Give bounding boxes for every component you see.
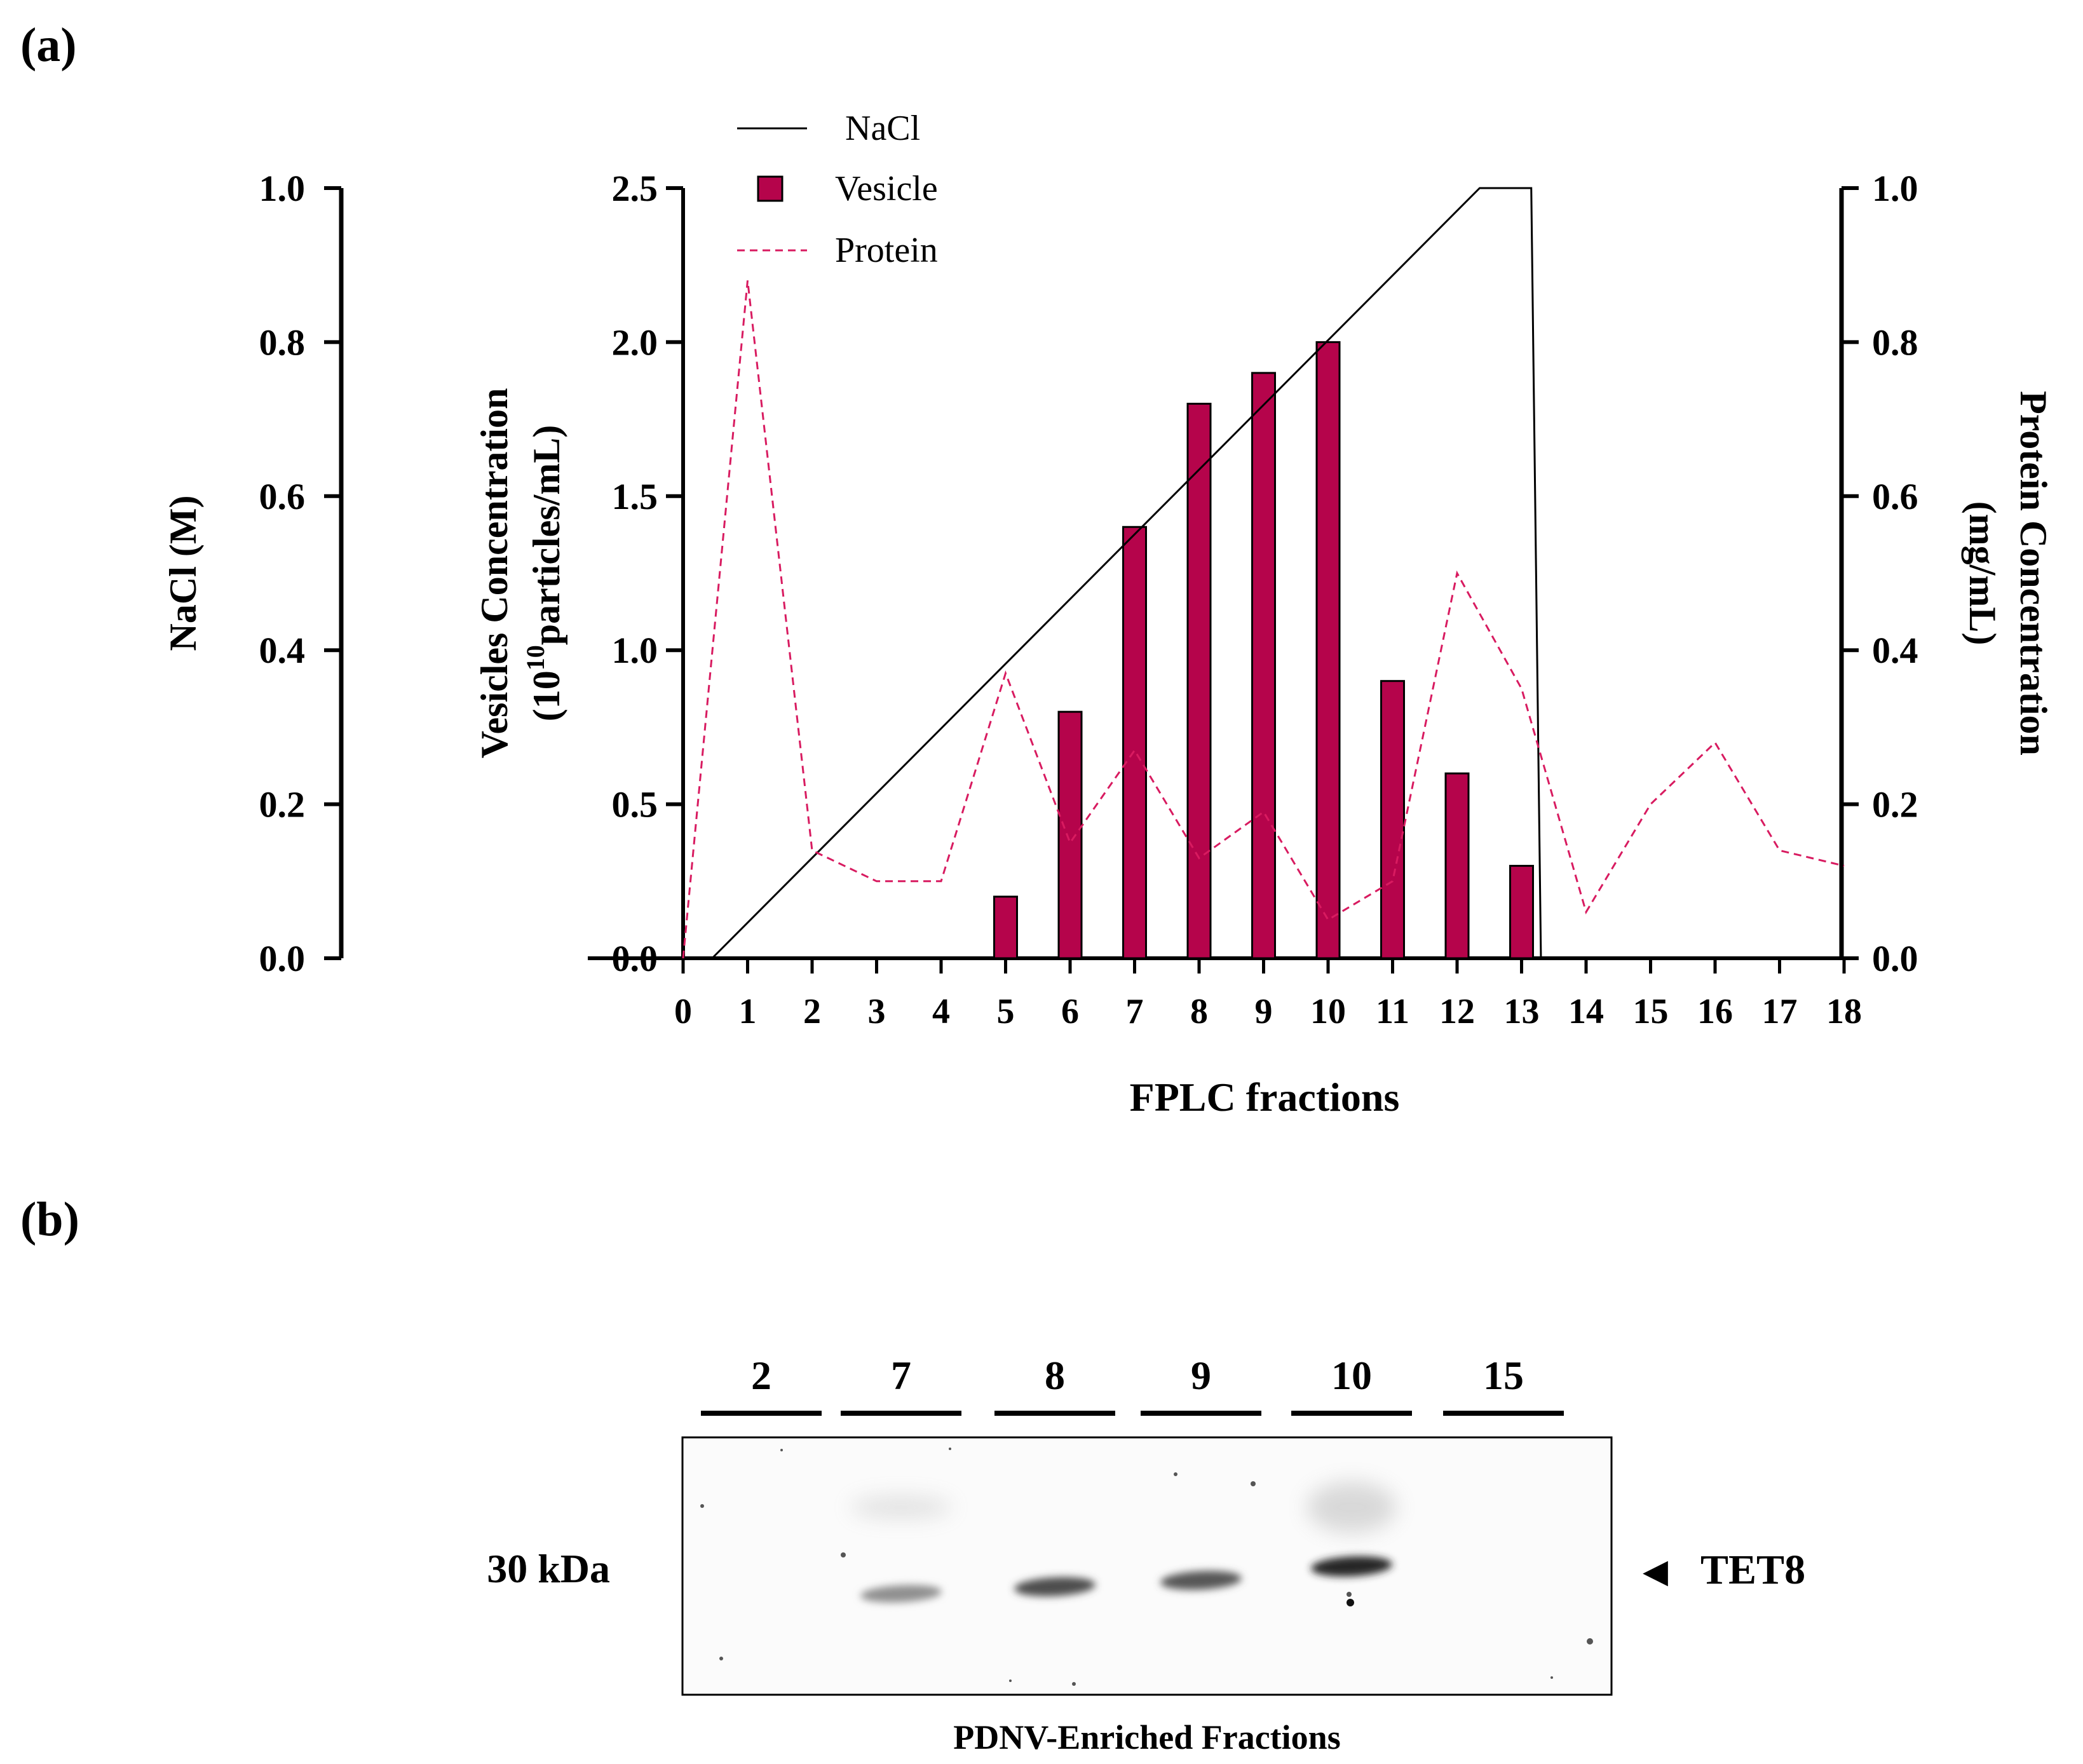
middle-axis: 0.00.51.01.52.02.5 (612, 168, 685, 979)
vesicle-bar (1122, 526, 1147, 960)
blot-lane-label: 2 (751, 1353, 771, 1398)
legend-vesicle-swatch (757, 175, 784, 202)
protein-line-layer (682, 280, 1845, 959)
left-axis-tick-label: 0.4 (259, 630, 306, 671)
left-axis-tick-label: 0.0 (259, 938, 306, 979)
blot-band (1014, 1577, 1096, 1597)
left-axis-tick-label: 0.8 (259, 322, 306, 363)
legend: NaCl Vesicle Protein (737, 109, 938, 270)
left-axis-tick-label: 0.2 (259, 784, 306, 825)
vesicle-bar (1186, 402, 1212, 960)
legend-vesicle-label: Vesicle (835, 169, 938, 208)
x-axis-tick-label: 5 (997, 992, 1015, 1031)
right-axis-tick-label: 0.6 (1872, 476, 1918, 517)
right-axis: 0.0 0.2 0.4 0.6 0.8 1.0 (1839, 168, 1918, 979)
nacl-line-layer (711, 187, 1542, 960)
blot-membrane (681, 1436, 1613, 1696)
blot-lane-label: 9 (1191, 1353, 1211, 1398)
legend-protein-label: Protein (835, 231, 938, 270)
x-axis-tick-label: 2 (803, 992, 821, 1031)
middle-axis-title-post: particles/mL) (526, 425, 567, 646)
protein-line (682, 280, 1845, 959)
x-axis-tick-label: 13 (1504, 992, 1540, 1031)
right-axis-tick-label: 0.0 (1872, 938, 1918, 979)
blot-background-specks (700, 1448, 1593, 1686)
vesicle-bar (1315, 341, 1341, 960)
blot-marker-label: 30 kDa (487, 1546, 610, 1591)
blot-lane-label: 15 (1483, 1353, 1524, 1398)
middle-axis-title-line1: Vesicles Concentration (473, 388, 515, 759)
blot-lane-label: 8 (1045, 1353, 1065, 1398)
blot-lane-label: 10 (1331, 1353, 1372, 1398)
right-axis-tick-label: 0.4 (1872, 630, 1918, 671)
x-axis-tick-label: 9 (1255, 992, 1273, 1031)
left-axis-tick-label: 1.0 (259, 168, 306, 209)
vesicle-bar (1380, 680, 1405, 960)
blot-band (860, 1585, 942, 1603)
panel-a-label: (a) (20, 18, 77, 72)
blot-target-label: TET8 (1700, 1547, 1805, 1593)
x-axis-tick-label: 10 (1310, 992, 1346, 1031)
blot-caption: PDNV-Enriched Fractions (953, 1718, 1340, 1756)
x-axis: 0 1 2 3 4 5 6 7 8 9 10 11 12 13 14 15 16 17 18 (588, 956, 1862, 1031)
legend-nacl-label: NaCl (845, 109, 920, 148)
vesicle-bars (993, 341, 1534, 960)
blot-bands (850, 1482, 1396, 1606)
right-axis-tick-label: 0.8 (1872, 322, 1918, 363)
vesicle-bar (1057, 710, 1083, 960)
x-axis-tick-label: 1 (739, 992, 757, 1031)
vesicle-bar (993, 895, 1018, 960)
blot-smear (1307, 1482, 1396, 1533)
x-axis-tick-label: 3 (868, 992, 886, 1031)
vesicle-bar (1509, 865, 1534, 960)
middle-axis-title-line2: (1010particles/mL) (521, 425, 567, 722)
x-axis-tick-label: 4 (932, 992, 950, 1031)
x-axis-tick-label: 6 (1061, 992, 1079, 1031)
panel-b-label: (b) (20, 1193, 79, 1246)
middle-axis-tick-label: 2.5 (612, 168, 658, 209)
blot-lane-label: 7 (891, 1353, 911, 1398)
left-axis-tick-label: 0.6 (259, 476, 306, 517)
right-axis-tick-label: 0.2 (1872, 784, 1918, 825)
blot-dot (1347, 1599, 1354, 1606)
middle-axis-tick-label: 1.5 (612, 476, 658, 517)
middle-axis-tick-label: 0.5 (612, 784, 658, 825)
x-axis-tick-label: 15 (1633, 992, 1669, 1031)
x-axis-tick-label: 18 (1826, 992, 1862, 1031)
vesicle-bar (1444, 772, 1470, 960)
x-axis-tick-label: 7 (1126, 992, 1144, 1031)
x-axis-title: FPLC fractions (1130, 1075, 1400, 1120)
x-axis-tick-label: 8 (1190, 992, 1208, 1031)
x-axis-tick-label: 17 (1762, 992, 1798, 1031)
right-axis-title-line2: (mg/mL) (1962, 501, 2004, 646)
x-axis-tick-label: 16 (1697, 992, 1733, 1031)
x-axis-tick-label: 12 (1439, 992, 1475, 1031)
right-axis-tick-label: 1.0 (1872, 168, 1918, 209)
x-axis-tick-label: 0 (674, 992, 692, 1031)
middle-axis-title-pre: (10 (526, 670, 567, 721)
x-axis-tick-label: 14 (1568, 992, 1604, 1031)
blot-smear (850, 1496, 952, 1519)
blot-band (1311, 1556, 1392, 1577)
blot-band (1160, 1571, 1242, 1590)
blot-panel: 2 7 8 9 10 15 30 kDa ◀ TET8 PDNV-Enriched Fra… (487, 1353, 1805, 1756)
left-axis: 0.0 0.2 0.4 0.6 0.8 1.0 (259, 168, 344, 979)
x-axis-tick-label: 11 (1376, 992, 1409, 1031)
middle-axis-title-sup: 10 (521, 645, 550, 670)
vesicle-bar (1251, 372, 1276, 960)
middle-axis-tick-label: 1.0 (612, 630, 658, 671)
blot-lane-headers: 2 7 8 9 10 15 (701, 1353, 1564, 1416)
middle-axis-tick-label: 2.0 (612, 322, 658, 363)
nacl-line (711, 187, 1542, 960)
blot-target-arrow: ◀ (1643, 1552, 1668, 1591)
left-axis-title: NaCl (M) (162, 496, 204, 651)
right-axis-title-line1: Protein Concentration (2012, 391, 2054, 756)
